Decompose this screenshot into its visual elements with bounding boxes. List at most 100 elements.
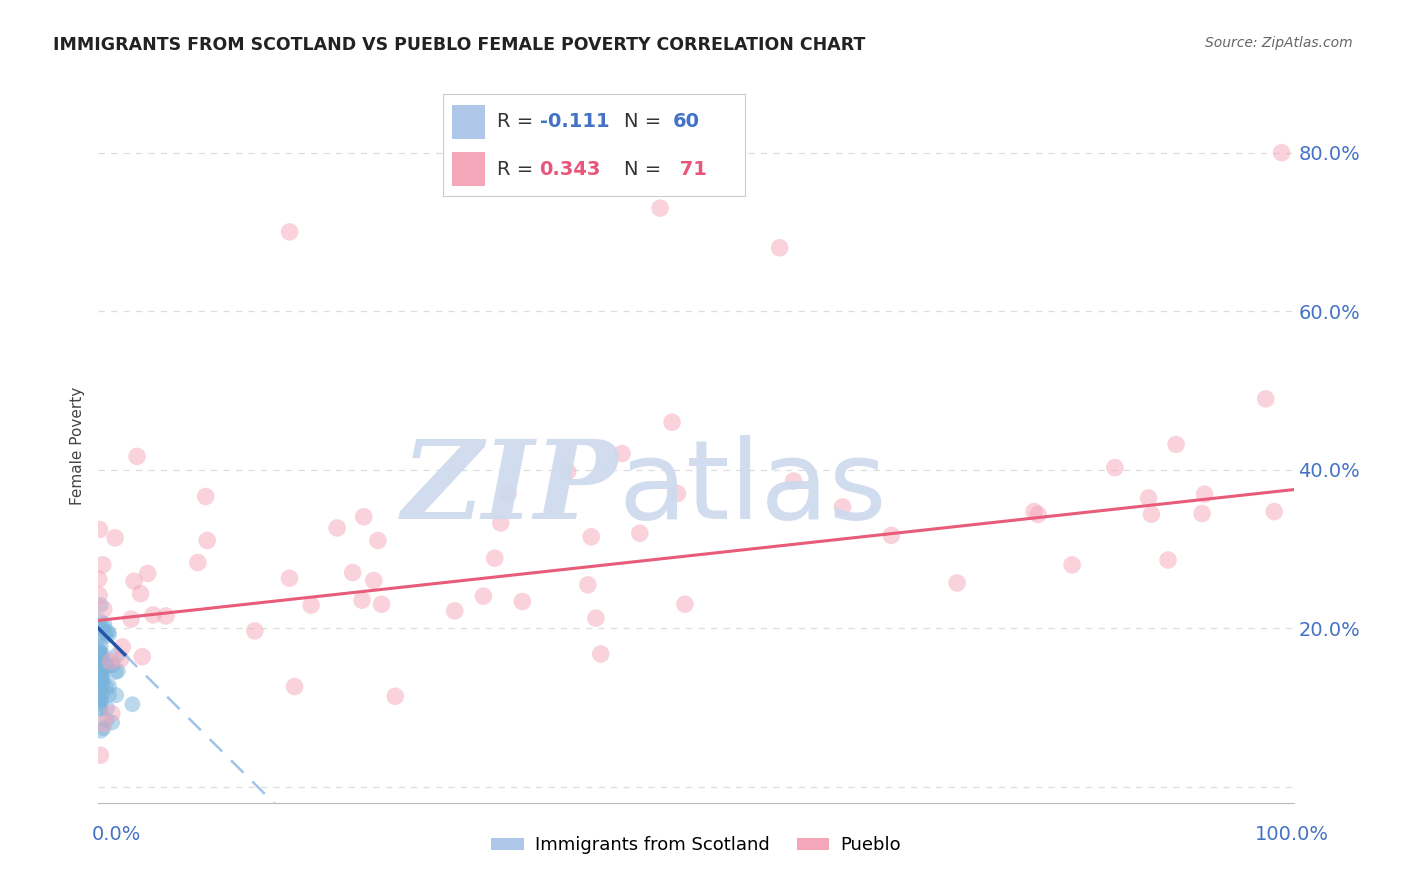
- Point: [90, 692, 112, 706]
- Point: [155, 609, 177, 624]
- Point: [557, 465, 579, 479]
- Point: [87, 692, 110, 706]
- Text: N =: N =: [624, 160, 668, 178]
- Point: [350, 593, 373, 607]
- Point: [121, 697, 143, 711]
- Point: [96, 659, 118, 673]
- Point: [122, 574, 145, 589]
- Point: [666, 486, 689, 500]
- Point: [661, 415, 683, 429]
- Point: [1104, 460, 1126, 475]
- Point: [94, 629, 117, 643]
- Point: [101, 657, 124, 672]
- Point: [105, 648, 128, 663]
- Point: [576, 578, 599, 592]
- Point: [93, 660, 115, 674]
- Point: [90, 684, 112, 698]
- Point: [89, 668, 111, 682]
- Point: [93, 616, 115, 631]
- Point: [101, 715, 124, 730]
- Text: atlas: atlas: [619, 435, 887, 542]
- Point: [90, 694, 112, 708]
- Point: [510, 594, 533, 608]
- Point: [187, 556, 209, 570]
- Point: [1254, 392, 1277, 406]
- Point: [101, 706, 124, 721]
- Point: [87, 572, 110, 586]
- Point: [136, 566, 159, 581]
- Point: [1191, 507, 1213, 521]
- Point: [111, 640, 134, 654]
- Point: [326, 521, 349, 535]
- Point: [87, 660, 110, 674]
- Point: [96, 701, 118, 715]
- Point: [283, 680, 305, 694]
- Point: [484, 551, 506, 566]
- Point: [89, 614, 111, 628]
- Point: [98, 688, 121, 702]
- Point: [97, 624, 120, 639]
- Point: [96, 657, 118, 672]
- Text: Source: ZipAtlas.com: Source: ZipAtlas.com: [1205, 36, 1353, 50]
- Point: [91, 558, 114, 572]
- Point: [342, 566, 364, 580]
- Text: R =: R =: [498, 160, 540, 178]
- Y-axis label: Female Poverty: Female Poverty: [70, 387, 86, 505]
- Point: [125, 450, 148, 464]
- Point: [628, 526, 651, 541]
- Text: 0.0%: 0.0%: [91, 824, 141, 844]
- Point: [1062, 558, 1084, 572]
- Bar: [451, 105, 485, 139]
- Point: [1026, 508, 1049, 522]
- Point: [1157, 553, 1180, 567]
- Text: R =: R =: [498, 112, 540, 131]
- Point: [89, 672, 111, 686]
- Point: [91, 677, 114, 691]
- Point: [87, 629, 110, 643]
- Text: N =: N =: [624, 112, 668, 131]
- Point: [1263, 505, 1285, 519]
- Point: [107, 664, 129, 678]
- Point: [90, 672, 112, 686]
- Point: [89, 674, 111, 689]
- Point: [93, 721, 115, 735]
- Point: [194, 490, 217, 504]
- Point: [89, 676, 111, 690]
- Point: [100, 655, 122, 669]
- Point: [831, 500, 853, 514]
- Point: [585, 611, 607, 625]
- Text: 0.343: 0.343: [540, 160, 600, 178]
- Text: 60: 60: [672, 112, 700, 131]
- Point: [87, 643, 110, 657]
- Point: [98, 627, 121, 641]
- Point: [384, 690, 406, 704]
- Point: [91, 687, 114, 701]
- Point: [370, 597, 392, 611]
- Point: [87, 673, 110, 688]
- Point: [142, 607, 165, 622]
- Point: [673, 597, 696, 611]
- Point: [104, 665, 127, 679]
- Point: [120, 612, 142, 626]
- Point: [89, 645, 111, 659]
- Point: [1271, 145, 1294, 160]
- Point: [367, 533, 389, 548]
- Point: [90, 723, 112, 738]
- Point: [87, 662, 110, 676]
- Text: IMMIGRANTS FROM SCOTLAND VS PUEBLO FEMALE POVERTY CORRELATION CHART: IMMIGRANTS FROM SCOTLAND VS PUEBLO FEMAL…: [53, 36, 866, 54]
- Point: [496, 486, 519, 500]
- Point: [89, 701, 111, 715]
- Legend: Immigrants from Scotland, Pueblo: Immigrants from Scotland, Pueblo: [484, 830, 908, 862]
- Point: [610, 446, 633, 460]
- Point: [131, 649, 153, 664]
- Point: [579, 530, 602, 544]
- Text: 71: 71: [672, 160, 706, 178]
- Point: [89, 748, 111, 763]
- Point: [94, 679, 117, 693]
- Point: [946, 576, 969, 591]
- Point: [1140, 508, 1163, 522]
- Point: [489, 516, 512, 530]
- Point: [90, 701, 112, 715]
- Text: ZIP: ZIP: [402, 435, 619, 542]
- Point: [91, 648, 114, 662]
